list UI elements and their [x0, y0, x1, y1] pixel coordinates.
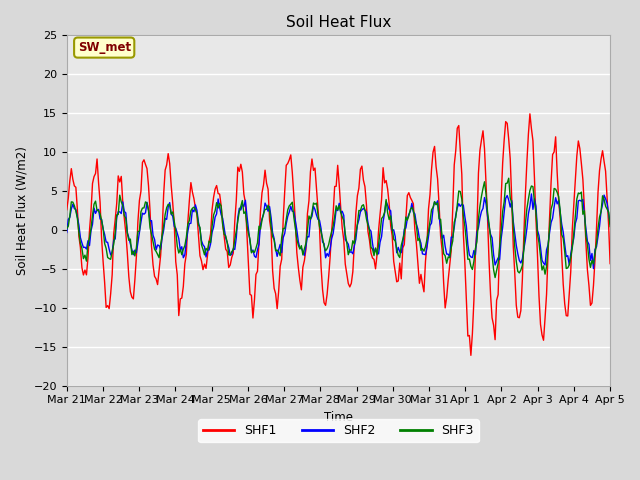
- Legend: SHF1, SHF2, SHF3: SHF1, SHF2, SHF3: [198, 420, 479, 442]
- Text: SW_met: SW_met: [77, 41, 131, 54]
- Y-axis label: Soil Heat Flux (W/m2): Soil Heat Flux (W/m2): [15, 146, 28, 275]
- X-axis label: Time: Time: [324, 411, 353, 424]
- Title: Soil Heat Flux: Soil Heat Flux: [286, 15, 391, 30]
